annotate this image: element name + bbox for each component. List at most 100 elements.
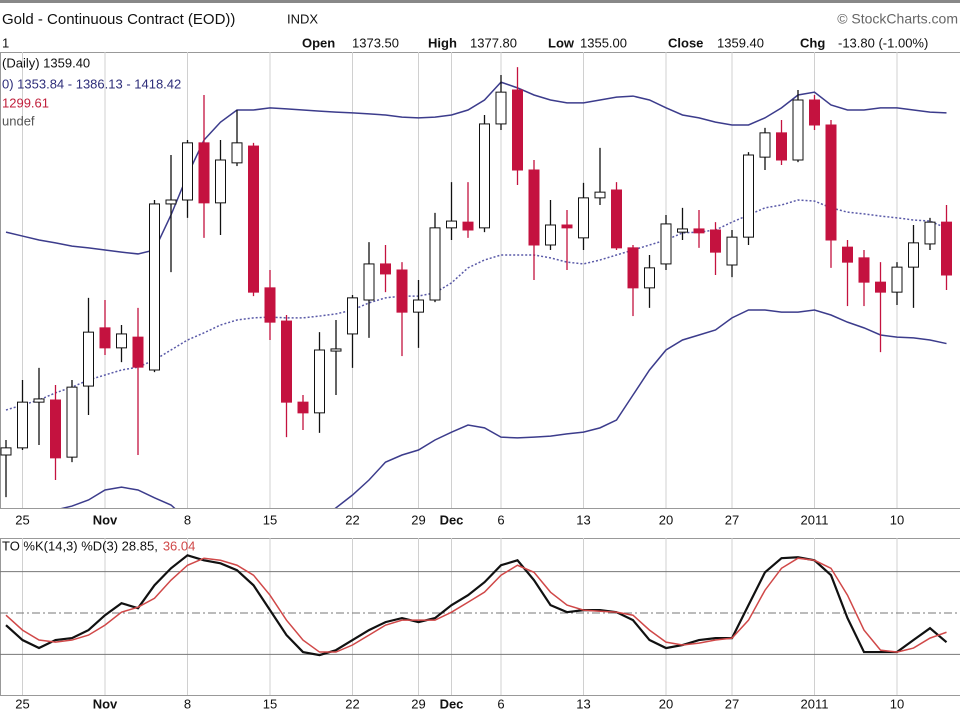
candle-body [116, 333, 127, 349]
x-tick-label: Dec [440, 512, 464, 527]
candle-body [891, 266, 903, 293]
x-tick-label: 29 [411, 512, 425, 527]
main-panel-frame [0, 52, 960, 509]
candle-body [297, 401, 309, 414]
x-tick-label: 2011 [801, 512, 829, 527]
x-tick-label: Nov [93, 696, 118, 711]
legend-text: 0) 1353.84 - 1386.13 - 1418.42 [2, 76, 181, 91]
quote-value: 1373.50 [352, 35, 399, 50]
candle-body [363, 263, 375, 301]
x-tick-label: 8 [184, 696, 191, 711]
candle-body [710, 229, 721, 253]
quote-bar: Open 1373.50 High 1377.80 Low 1355.00 Close 135… [302, 35, 928, 50]
x-tick-label: 29 [411, 696, 425, 711]
candle-body [66, 386, 78, 458]
candle-body [281, 320, 292, 403]
legend-text: undef [2, 113, 35, 128]
exchange: INDX [287, 11, 318, 26]
x-tick-label: Nov [93, 512, 118, 527]
legend-text: 36.04 [163, 538, 196, 553]
candle-body [644, 267, 655, 289]
x-tick-label: 13 [576, 512, 590, 527]
candle-body [462, 221, 474, 231]
x-tick-label: 10 [890, 696, 904, 711]
candle-body [429, 227, 441, 301]
candle-body [50, 399, 61, 459]
candle-body [132, 336, 144, 368]
candle-body [380, 263, 391, 275]
stoch-line [5, 554, 948, 657]
candle-body [83, 331, 94, 387]
x-tick-label: 27 [725, 512, 739, 527]
candle-body [759, 132, 771, 158]
candle-body [528, 169, 540, 246]
candle-body [495, 91, 507, 125]
candle-body [512, 89, 523, 171]
candle-body [479, 123, 490, 229]
candle-body [726, 236, 738, 266]
quote-value: 1377.80 [470, 35, 517, 50]
candle-body [182, 142, 193, 201]
candle-body [0, 447, 12, 456]
top-border [0, 0, 960, 3]
band-line [5, 81, 947, 255]
candle-body [314, 349, 325, 414]
stoch-line [5, 557, 947, 653]
candle-body [330, 348, 342, 352]
candle-body [396, 269, 408, 313]
band-line [5, 199, 947, 411]
x-tick-label: 6 [497, 512, 504, 527]
candle-body [413, 299, 424, 313]
candle-body [561, 224, 573, 229]
date-fragment: 1 [2, 35, 9, 50]
quote-label: Low [548, 35, 575, 50]
candle-body [165, 199, 177, 205]
candle-body [792, 99, 804, 161]
stoch-plot [0, 554, 960, 657]
x-tick-label: 10 [890, 512, 904, 527]
candle-body [776, 132, 787, 161]
candle-body [693, 228, 705, 234]
quote-value: 1359.40 [717, 35, 764, 50]
candle-body [875, 281, 886, 293]
x-tick-label: 22 [345, 512, 359, 527]
quote-value: 1355.00 [580, 35, 627, 50]
x-tick-label: 27 [725, 696, 739, 711]
candle-body [677, 228, 688, 233]
candle-body [578, 197, 589, 239]
candle-body [908, 242, 919, 268]
x-tick-label: 25 [15, 512, 29, 527]
candle-body [743, 154, 754, 238]
x-tick-label: 15 [263, 512, 277, 527]
band-line [60, 309, 947, 508]
x-tick-label: 13 [576, 696, 590, 711]
candle-body [33, 398, 45, 403]
legend-text: (Daily) 1359.40 [2, 55, 90, 70]
x-tick-label: 6 [497, 696, 504, 711]
candle-body [611, 189, 622, 249]
x-tick-label: 8 [184, 512, 191, 527]
candle-body [347, 297, 358, 335]
quote-label: High [428, 35, 457, 50]
copyright: © StockCharts.com [837, 11, 958, 27]
candle-body [231, 142, 243, 164]
legend-text: 1299.61 [2, 95, 49, 110]
quote-label: Open [302, 35, 335, 50]
candle-body [149, 203, 160, 371]
x-tick-label: 20 [659, 512, 673, 527]
candle-body [594, 191, 606, 199]
x-tick-label: 20 [659, 696, 673, 711]
candle-body [842, 246, 853, 263]
quote-value: -13.80 (-1.00%) [838, 35, 928, 50]
candle-body [858, 257, 870, 283]
grid [22, 52, 898, 695]
candle-body [924, 221, 936, 245]
candle-body [248, 145, 259, 293]
candle-body [941, 221, 952, 276]
candle-body [627, 247, 639, 289]
stoch-panel-frame [0, 538, 960, 696]
candle-body [809, 99, 820, 126]
x-tick-label: 15 [263, 696, 277, 711]
x-tick-label: Dec [440, 696, 464, 711]
